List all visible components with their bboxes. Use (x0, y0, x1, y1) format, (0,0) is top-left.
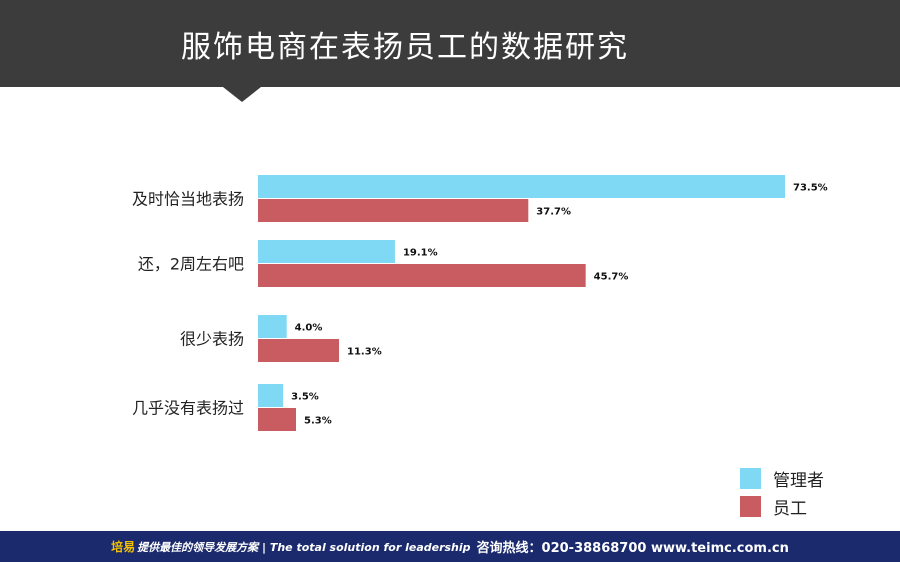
data-label-manager: 3.5% (291, 392, 319, 403)
header-bar (0, 0, 900, 87)
data-label-employee: 5.3% (304, 416, 332, 427)
bar-employee (258, 199, 529, 222)
data-label-manager: 73.5% (793, 183, 828, 194)
bar-manager (258, 315, 287, 338)
legend-swatch-employee (740, 496, 761, 517)
data-label-employee: 11.3% (347, 347, 382, 358)
category-label: 及时恰当地表扬 (132, 190, 244, 209)
category-label: 还，2周左右吧 (138, 255, 244, 274)
data-label-manager: 19.1% (403, 248, 438, 259)
bar-manager (258, 240, 395, 263)
legend-label-manager: 管理者 (773, 471, 824, 491)
footer-bar: 培易 提供最佳的领导发展方案 | The total solution for … (0, 531, 900, 562)
category-label: 几乎没有表扬过 (132, 399, 244, 418)
legend-item-employee: 员工 (740, 494, 824, 519)
bar-manager (258, 384, 284, 407)
footer-brand: 培易 (111, 540, 136, 554)
footer-contact[interactable]: 咨询热线：020-38868700 www.teimc.com.cn (476, 541, 789, 556)
data-label-manager: 4.0% (295, 323, 323, 334)
footer-slogan: 提供最佳的领导发展方案 | The total solution for lea… (137, 540, 471, 554)
bar-manager (258, 175, 785, 198)
legend-swatch-manager (740, 468, 761, 489)
bar-employee (258, 339, 340, 362)
legend-label-employee: 员工 (773, 499, 807, 519)
data-label-employee: 45.7% (594, 272, 629, 283)
bar-employee (258, 264, 586, 287)
category-label: 很少表扬 (180, 330, 244, 349)
header-notch (223, 87, 261, 102)
bar-chart: 及时恰当地表扬 73.5% 37.7% 还，2周左右吧 19.1% 45.7% 很少表扬 4.… (132, 175, 828, 431)
bar-employee (258, 408, 297, 431)
legend-item-manager: 管理者 (740, 466, 824, 491)
chart-legend: 管理者 员工 (740, 466, 824, 522)
page-title: 服饰电商在表扬员工的数据研究 (181, 29, 629, 65)
data-label-employee: 37.7% (536, 207, 571, 218)
